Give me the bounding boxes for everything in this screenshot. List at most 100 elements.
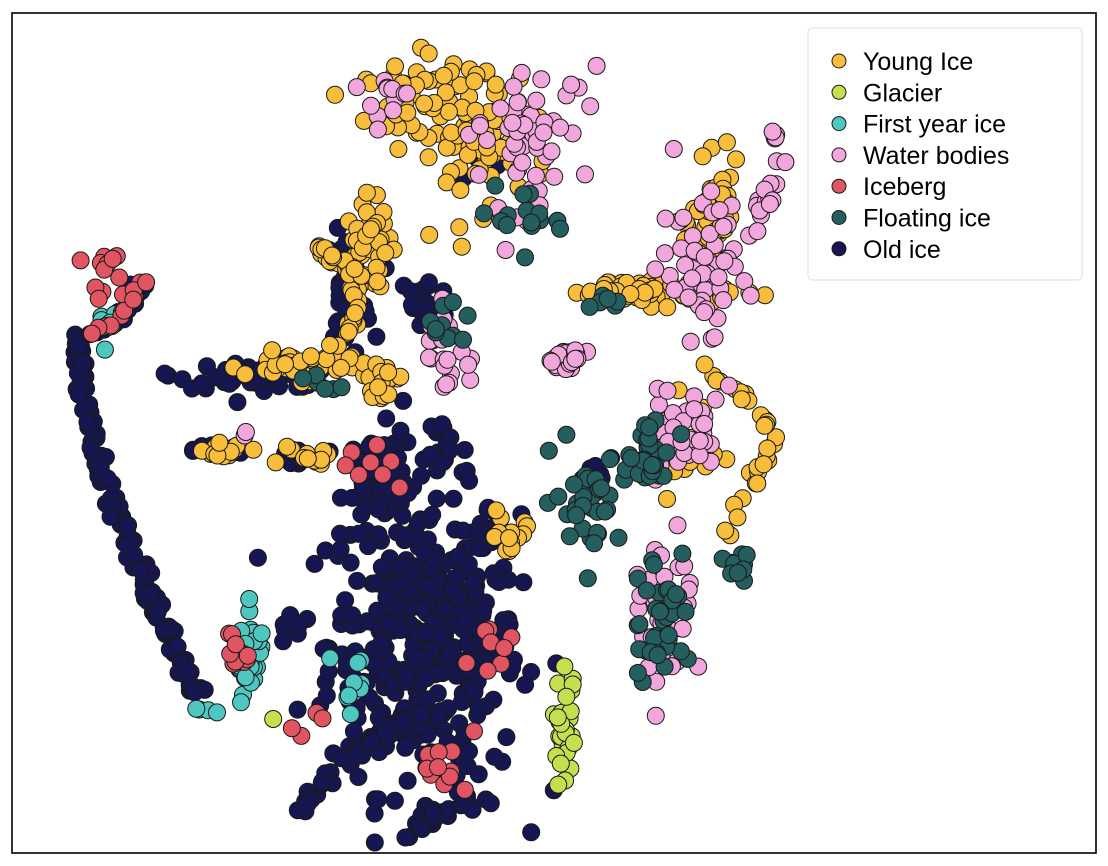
point-floating-ice [643, 456, 661, 475]
point-floating-ice [672, 425, 691, 444]
point-iceberg [455, 780, 474, 799]
point-first-year-ice [232, 693, 250, 712]
point-old-ice [414, 600, 433, 619]
point-water-bodies [542, 142, 561, 161]
point-young-ice [500, 529, 518, 548]
point-water-bodies [496, 241, 515, 259]
point-floating-ice [601, 450, 619, 469]
point-floating-ice [637, 581, 656, 600]
point-old-ice [192, 374, 211, 393]
point-floating-ice [549, 487, 568, 506]
point-old-ice [372, 558, 391, 577]
point-water-bodies [695, 415, 714, 433]
point-old-ice [485, 747, 504, 766]
point-iceberg [361, 453, 380, 472]
point-iceberg [103, 249, 122, 268]
point-iceberg [368, 436, 386, 455]
point-iceberg [465, 722, 483, 741]
point-water-bodies [674, 208, 693, 227]
point-old-ice [348, 571, 367, 590]
point-old-ice [481, 794, 500, 813]
point-old-ice [81, 438, 100, 457]
point-young-ice [323, 246, 342, 265]
point-water-bodies [705, 328, 724, 347]
point-floating-ice [567, 506, 586, 525]
point-old-ice [73, 354, 92, 373]
point-old-ice [69, 336, 88, 355]
point-young-ice [386, 57, 404, 76]
point-old-ice [365, 833, 384, 852]
legend-marker-floating-ice [831, 210, 847, 225]
legend-label-old-ice: Old ice [863, 236, 941, 264]
point-water-bodies [763, 122, 782, 141]
point-young-ice [379, 363, 398, 382]
point-water-bodies [760, 195, 779, 213]
point-young-ice [321, 336, 339, 354]
point-old-ice [344, 722, 363, 741]
point-water-bodies [587, 56, 606, 75]
point-old-ice [154, 621, 173, 640]
point-old-ice [413, 820, 432, 838]
point-old-ice [439, 645, 458, 664]
point-glacier [564, 733, 583, 752]
point-young-ice [693, 147, 712, 166]
point-old-ice [391, 421, 410, 440]
point-iceberg [495, 639, 514, 657]
point-iceberg [282, 719, 301, 738]
point-young-ice [728, 508, 747, 527]
point-young-ice [415, 94, 434, 113]
point-old-ice [417, 623, 436, 642]
point-old-ice [469, 699, 488, 718]
point-young-ice [450, 218, 469, 237]
point-iceberg [336, 456, 355, 475]
point-old-ice [367, 327, 386, 346]
point-young-ice [419, 148, 438, 167]
point-water-bodies [438, 350, 457, 369]
point-water-bodies [646, 260, 665, 279]
legend-marker-first-year-ice [831, 116, 847, 132]
point-floating-ice [539, 441, 558, 460]
point-first-year-ice [240, 590, 259, 608]
point-old-ice [317, 686, 336, 705]
point-old-ice [453, 521, 472, 540]
point-iceberg [313, 709, 332, 728]
point-young-ice [442, 123, 461, 142]
point-floating-ice [486, 176, 505, 195]
point-iceberg [390, 478, 409, 497]
legend-label-iceberg: Iceberg [863, 173, 946, 201]
point-water-bodies [459, 355, 478, 374]
point-water-bodies [461, 370, 480, 389]
point-floating-ice [551, 219, 569, 238]
point-floating-ice [592, 479, 611, 498]
point-iceberg [349, 465, 368, 484]
point-old-ice [419, 273, 438, 292]
point-young-ice [369, 378, 388, 397]
point-water-bodies [656, 209, 675, 228]
point-water-bodies [685, 400, 704, 419]
point-water-bodies [646, 706, 665, 725]
point-floating-ice [458, 306, 477, 325]
point-iceberg [429, 758, 447, 777]
point-water-bodies [576, 165, 594, 184]
point-young-ice [357, 183, 376, 202]
legend-frame [807, 27, 1083, 281]
point-floating-ice [650, 602, 669, 621]
point-water-bodies [741, 286, 760, 305]
point-water-bodies [398, 84, 416, 103]
point-young-ice [436, 83, 455, 102]
point-first-year-ice [236, 668, 255, 687]
point-old-ice [522, 823, 541, 842]
point-old-ice [274, 632, 293, 651]
point-old-ice [377, 588, 396, 607]
point-water-bodies [719, 376, 738, 395]
point-old-ice [369, 500, 388, 519]
legend-marker-iceberg [831, 178, 847, 194]
point-water-bodies [714, 291, 733, 310]
point-old-ice [178, 661, 197, 680]
point-old-ice [456, 611, 475, 630]
point-water-bodies [491, 99, 510, 118]
point-old-ice [369, 790, 387, 809]
point-old-ice [168, 637, 187, 656]
point-old-ice [443, 579, 462, 598]
point-iceberg [478, 661, 497, 680]
